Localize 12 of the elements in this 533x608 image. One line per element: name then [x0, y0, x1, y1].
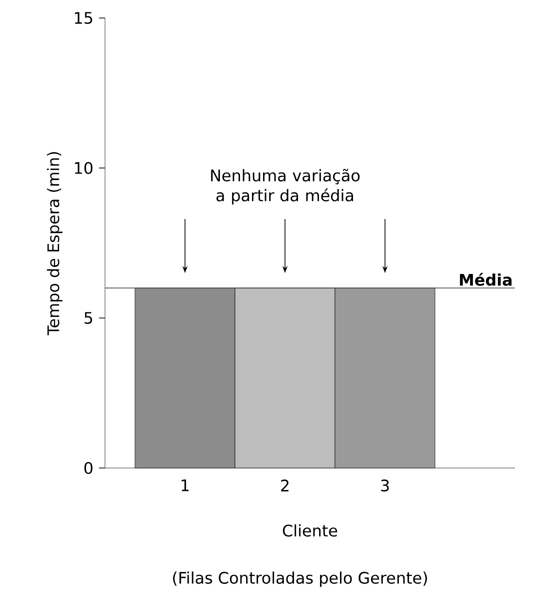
y-tick-label: 10 [74, 162, 92, 174]
y-tick-label: 0 [84, 462, 92, 474]
x-tick-label: 2 [281, 479, 288, 492]
annotation: Nenhuma variação a partir da média [211, 168, 360, 204]
x-tick-label: 1 [182, 479, 189, 492]
y-axis-title: Tempo de Espera (min) [46, 152, 62, 336]
text: (Filas Controladas pelo Gerente) [173, 572, 427, 587]
ref-line-label: Média [460, 272, 512, 286]
x-axis-title: Cliente [282, 524, 338, 537]
y-tick-label: 5 [84, 312, 92, 324]
x-tick-label: 3 [381, 479, 389, 492]
y-tick-label: 15 [74, 12, 92, 24]
